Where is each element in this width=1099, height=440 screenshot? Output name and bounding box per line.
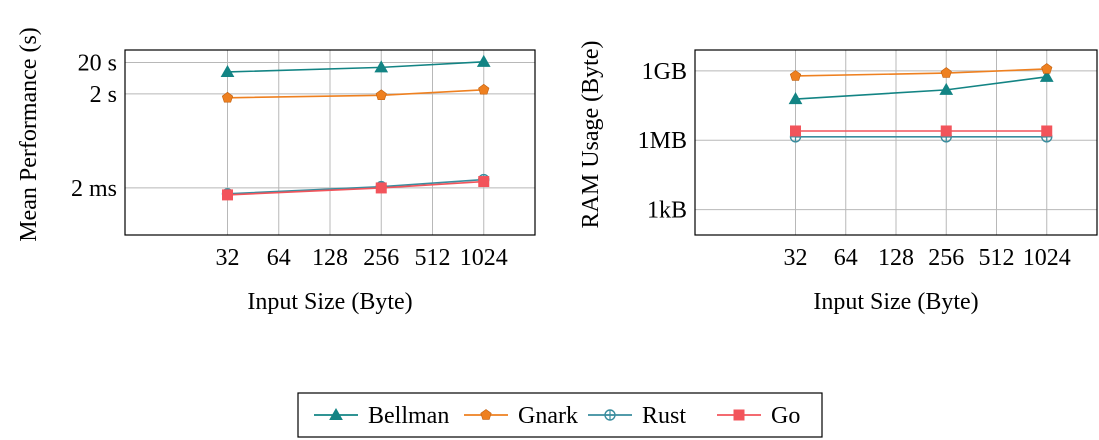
marker-rust <box>604 409 616 421</box>
y-axis-label: Mean Performance (s) <box>16 27 42 242</box>
x-axis-label: Input Size (Byte) <box>813 289 978 315</box>
x-tick-label: 256 <box>928 245 964 271</box>
marker-go <box>790 125 801 137</box>
legend-label: Gnark <box>518 403 578 429</box>
series-gnark <box>789 63 1053 81</box>
series-line-bellman <box>227 61 484 73</box>
marker-go <box>478 176 490 188</box>
y-tick-label: 2 ms <box>71 176 117 202</box>
legend-item-bellman: Bellman <box>314 403 449 429</box>
y-tick-label: 20 s <box>78 51 117 77</box>
legend-label: Bellman <box>368 403 449 429</box>
marker-bellman <box>220 64 235 77</box>
plot-frame <box>124 49 536 236</box>
legend-item-rust: Rust <box>588 403 686 429</box>
series-rust <box>221 173 490 200</box>
legend-label: Go <box>771 403 800 429</box>
marker-gnark <box>789 70 802 81</box>
marker-bellman <box>374 60 389 73</box>
series-go <box>222 176 490 201</box>
x-tick-label: 128 <box>878 245 914 271</box>
marker-gnark <box>1041 63 1053 74</box>
y-tick-label: 1GB <box>642 59 687 85</box>
marker-go <box>940 125 952 137</box>
series-line-gnark <box>795 68 1047 77</box>
x-tick-label: 32 <box>784 245 808 271</box>
legend-label: Rust <box>642 403 686 429</box>
marker-bellman <box>939 82 954 95</box>
marker-gnark <box>375 89 387 101</box>
legend: Bellman Gnark Rust Go <box>297 392 823 438</box>
series-line-bellman <box>795 76 1047 100</box>
marker-gnark <box>480 409 492 420</box>
marker-bellman <box>1039 69 1054 82</box>
x-axis-label: Input Size (Byte) <box>247 289 412 315</box>
plot-frame <box>694 49 1098 236</box>
x-tick-label: 256 <box>363 245 399 271</box>
legend-item-go: Go <box>717 403 800 429</box>
x-tick-label: 1024 <box>1023 245 1071 271</box>
x-tick-label: 128 <box>312 245 348 271</box>
marker-gnark <box>478 83 490 95</box>
x-tick-label: 64 <box>834 245 858 271</box>
x-tick-label: 512 <box>415 245 451 271</box>
marker-bellman <box>788 92 803 105</box>
marker-bellman <box>329 407 343 420</box>
legend-item-gnark: Gnark <box>464 403 578 429</box>
series-bellman <box>220 54 491 77</box>
series-go <box>790 125 1053 137</box>
x-tick-label: 1024 <box>460 245 508 271</box>
x-tick-label: 32 <box>216 245 240 271</box>
series-bellman <box>788 69 1054 105</box>
marker-go <box>733 409 745 421</box>
marker-go <box>1041 125 1053 137</box>
marker-go <box>222 189 233 201</box>
y-tick-label: 1MB <box>638 128 687 154</box>
marker-bellman <box>476 54 491 67</box>
series-gnark <box>221 83 490 103</box>
x-tick-label: 512 <box>979 245 1015 271</box>
marker-go <box>375 182 387 194</box>
y-tick-label: 2 s <box>90 82 117 108</box>
y-tick-label: 1kB <box>647 198 687 224</box>
x-tick-label: 64 <box>267 245 291 271</box>
marker-gnark <box>221 91 234 103</box>
marker-gnark <box>940 67 952 78</box>
series-line-rust <box>227 178 484 195</box>
ram-usage-chart: 32 64 128 256 512 1024 1kB 1MB 1GB Input Size (By… <box>578 41 1098 315</box>
y-axis-label: RAM Usage (Byte) <box>578 41 604 229</box>
performance-chart: 32 64 128 256 512 1024 2 ms 2 s 20 s Input Size (… <box>16 27 536 315</box>
